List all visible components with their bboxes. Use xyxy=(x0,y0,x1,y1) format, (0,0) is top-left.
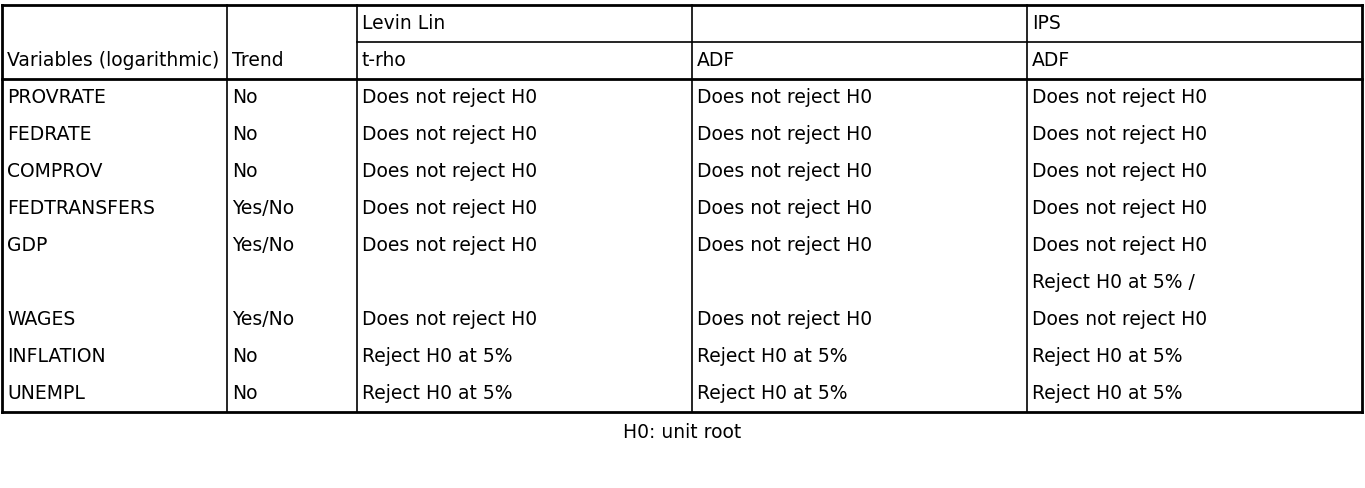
Text: Does not reject H0: Does not reject H0 xyxy=(362,88,536,107)
Text: FEDTRANSFERS: FEDTRANSFERS xyxy=(7,199,154,218)
Text: Does not reject H0: Does not reject H0 xyxy=(362,199,536,218)
Text: Reject H0 at 5%: Reject H0 at 5% xyxy=(698,384,848,403)
Text: Does not reject H0: Does not reject H0 xyxy=(1032,236,1207,255)
Text: Does not reject H0: Does not reject H0 xyxy=(362,162,536,181)
Text: Does not reject H0: Does not reject H0 xyxy=(1032,125,1207,144)
Text: Yes/No: Yes/No xyxy=(232,199,293,218)
Text: Does not reject H0: Does not reject H0 xyxy=(1032,310,1207,329)
Text: Levin Lin: Levin Lin xyxy=(362,14,445,33)
Text: UNEMPL: UNEMPL xyxy=(7,384,85,403)
Text: Does not reject H0: Does not reject H0 xyxy=(698,162,872,181)
Text: Reject H0 at 5%: Reject H0 at 5% xyxy=(698,347,848,366)
Text: Does not reject H0: Does not reject H0 xyxy=(1032,199,1207,218)
Text: Does not reject H0: Does not reject H0 xyxy=(1032,88,1207,107)
Text: IPS: IPS xyxy=(1032,14,1061,33)
Text: COMPROV: COMPROV xyxy=(7,162,102,181)
Text: No: No xyxy=(232,384,258,403)
Text: H0: unit root: H0: unit root xyxy=(624,423,741,442)
Text: Yes/No: Yes/No xyxy=(232,310,293,329)
Text: PROVRATE: PROVRATE xyxy=(7,88,106,107)
Text: No: No xyxy=(232,125,258,144)
Text: Reject H0 at 5% /: Reject H0 at 5% / xyxy=(1032,273,1194,292)
Text: ADF: ADF xyxy=(1032,51,1070,70)
Text: Trend: Trend xyxy=(232,51,284,70)
Text: ADF: ADF xyxy=(698,51,736,70)
Text: Does not reject H0: Does not reject H0 xyxy=(698,199,872,218)
Text: Variables (logarithmic): Variables (logarithmic) xyxy=(7,51,220,70)
Text: Yes/No: Yes/No xyxy=(232,236,293,255)
Text: t-rho: t-rho xyxy=(362,51,407,70)
Text: Reject H0 at 5%: Reject H0 at 5% xyxy=(1032,347,1182,366)
Text: Reject H0 at 5%: Reject H0 at 5% xyxy=(1032,384,1182,403)
Text: Does not reject H0: Does not reject H0 xyxy=(698,88,872,107)
Text: Reject H0 at 5%: Reject H0 at 5% xyxy=(362,384,512,403)
Text: Does not reject H0: Does not reject H0 xyxy=(698,236,872,255)
Text: INFLATION: INFLATION xyxy=(7,347,105,366)
Text: Does not reject H0: Does not reject H0 xyxy=(1032,162,1207,181)
Text: WAGES: WAGES xyxy=(7,310,75,329)
Text: FEDRATE: FEDRATE xyxy=(7,125,91,144)
Text: No: No xyxy=(232,88,258,107)
Text: Does not reject H0: Does not reject H0 xyxy=(698,310,872,329)
Text: Does not reject H0: Does not reject H0 xyxy=(362,310,536,329)
Text: Does not reject H0: Does not reject H0 xyxy=(362,125,536,144)
Text: Does not reject H0: Does not reject H0 xyxy=(362,236,536,255)
Text: Reject H0 at 5%: Reject H0 at 5% xyxy=(362,347,512,366)
Text: No: No xyxy=(232,347,258,366)
Text: GDP: GDP xyxy=(7,236,48,255)
Text: No: No xyxy=(232,162,258,181)
Text: Does not reject H0: Does not reject H0 xyxy=(698,125,872,144)
